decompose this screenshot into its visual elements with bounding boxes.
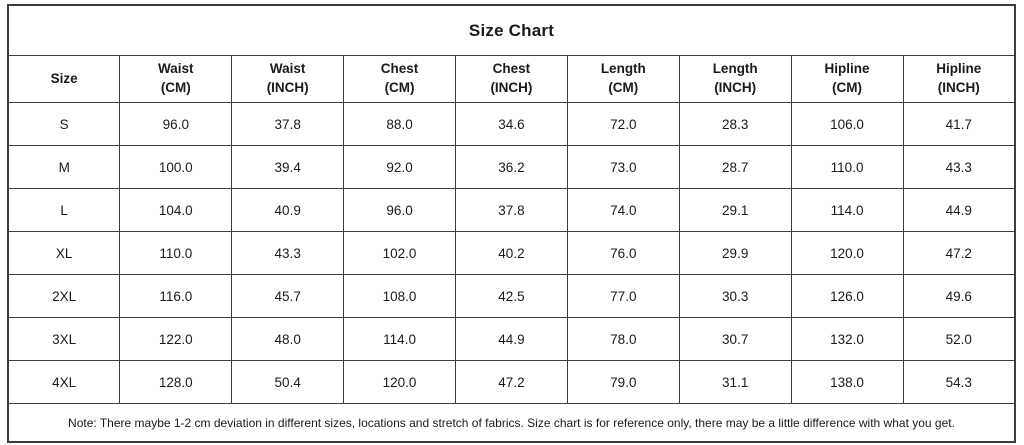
value-cell: 37.8 xyxy=(231,102,345,146)
note-row: Note: There maybe 1-2 cm deviation in di… xyxy=(7,403,1016,443)
value-cell: 50.4 xyxy=(231,360,345,404)
column-header-row: Size Waist (CM) Waist (INCH) Chest (CM) Ches… xyxy=(7,55,1016,103)
column-header: Size xyxy=(7,55,121,103)
value-cell: 132.0 xyxy=(790,317,904,361)
value-cell: 48.0 xyxy=(231,317,345,361)
size-chart-head: Size Chart Size Waist (CM) Waist (INCH) Che… xyxy=(7,4,1016,103)
value-cell: 114.0 xyxy=(343,317,456,361)
value-cell: 73.0 xyxy=(566,145,680,189)
value-cell: 79.0 xyxy=(566,360,680,404)
value-cell: 47.2 xyxy=(455,360,568,404)
value-cell: 44.9 xyxy=(455,317,568,361)
title-row: Size Chart xyxy=(7,4,1016,56)
table-row: L 104.0 40.9 96.0 37.8 74.0 29.1 114.0 44.9 xyxy=(7,188,1016,232)
value-cell: 45.7 xyxy=(231,274,345,318)
value-cell: 43.3 xyxy=(902,145,1016,189)
size-cell: 4XL xyxy=(7,360,121,404)
value-cell: 108.0 xyxy=(343,274,456,318)
size-cell: 3XL xyxy=(7,317,121,361)
table-row: 2XL 116.0 45.7 108.0 42.5 77.0 30.3 126.0 49.6 xyxy=(7,274,1016,318)
value-cell: 92.0 xyxy=(343,145,456,189)
column-header: Hipline (INCH) xyxy=(902,55,1016,103)
value-cell: 44.9 xyxy=(902,188,1016,232)
value-cell: 29.1 xyxy=(678,188,792,232)
value-cell: 42.5 xyxy=(455,274,568,318)
column-header: Length (CM) xyxy=(566,55,680,103)
value-cell: 54.3 xyxy=(902,360,1016,404)
value-cell: 100.0 xyxy=(119,145,233,189)
value-cell: 40.2 xyxy=(455,231,568,275)
value-cell: 34.6 xyxy=(455,102,568,146)
value-cell: 88.0 xyxy=(343,102,456,146)
value-cell: 116.0 xyxy=(119,274,233,318)
table-row: 4XL 128.0 50.4 120.0 47.2 79.0 31.1 138.0 54.3 xyxy=(7,360,1016,404)
value-cell: 37.8 xyxy=(455,188,568,232)
size-cell: M xyxy=(7,145,121,189)
size-chart-note: Note: There maybe 1-2 cm deviation in di… xyxy=(7,403,1016,443)
size-chart-table: Size Chart Size Waist (CM) Waist (INCH) Che… xyxy=(7,4,1016,443)
size-cell: S xyxy=(7,102,121,146)
table-row: S 96.0 37.8 88.0 34.6 72.0 28.3 106.0 41.7 xyxy=(7,102,1016,146)
value-cell: 114.0 xyxy=(790,188,904,232)
column-header: Length (INCH) xyxy=(678,55,792,103)
size-chart-body: S 96.0 37.8 88.0 34.6 72.0 28.3 106.0 41.7 M 100.0… xyxy=(7,102,1016,404)
value-cell: 122.0 xyxy=(119,317,233,361)
column-header: Hipline (CM) xyxy=(790,55,904,103)
size-cell: L xyxy=(7,188,121,232)
table-row: 3XL 122.0 48.0 114.0 44.9 78.0 30.7 132.0 52.0 xyxy=(7,317,1016,361)
value-cell: 28.3 xyxy=(678,102,792,146)
value-cell: 74.0 xyxy=(566,188,680,232)
value-cell: 29.9 xyxy=(678,231,792,275)
size-chart-title: Size Chart xyxy=(7,4,1016,56)
value-cell: 41.7 xyxy=(902,102,1016,146)
size-cell: XL xyxy=(7,231,121,275)
column-header: Chest (INCH) xyxy=(455,55,568,103)
value-cell: 30.7 xyxy=(678,317,792,361)
value-cell: 76.0 xyxy=(566,231,680,275)
value-cell: 120.0 xyxy=(790,231,904,275)
value-cell: 47.2 xyxy=(902,231,1016,275)
value-cell: 31.1 xyxy=(678,360,792,404)
value-cell: 110.0 xyxy=(119,231,233,275)
value-cell: 128.0 xyxy=(119,360,233,404)
size-cell: 2XL xyxy=(7,274,121,318)
column-header: Waist (INCH) xyxy=(231,55,345,103)
value-cell: 120.0 xyxy=(343,360,456,404)
value-cell: 40.9 xyxy=(231,188,345,232)
table-row: XL 110.0 43.3 102.0 40.2 76.0 29.9 120.0 47.2 xyxy=(7,231,1016,275)
value-cell: 106.0 xyxy=(790,102,904,146)
size-chart-container: Size Chart Size Waist (CM) Waist (INCH) Che… xyxy=(7,4,1016,443)
value-cell: 28.7 xyxy=(678,145,792,189)
table-row: M 100.0 39.4 92.0 36.2 73.0 28.7 110.0 43.3 xyxy=(7,145,1016,189)
value-cell: 138.0 xyxy=(790,360,904,404)
column-header: Waist (CM) xyxy=(119,55,233,103)
value-cell: 110.0 xyxy=(790,145,904,189)
value-cell: 39.4 xyxy=(231,145,345,189)
column-header: Chest (CM) xyxy=(343,55,456,103)
value-cell: 52.0 xyxy=(902,317,1016,361)
value-cell: 30.3 xyxy=(678,274,792,318)
value-cell: 49.6 xyxy=(902,274,1016,318)
value-cell: 102.0 xyxy=(343,231,456,275)
value-cell: 78.0 xyxy=(566,317,680,361)
value-cell: 77.0 xyxy=(566,274,680,318)
value-cell: 36.2 xyxy=(455,145,568,189)
size-chart-foot: Note: There maybe 1-2 cm deviation in di… xyxy=(7,403,1016,443)
value-cell: 72.0 xyxy=(566,102,680,146)
value-cell: 104.0 xyxy=(119,188,233,232)
value-cell: 43.3 xyxy=(231,231,345,275)
value-cell: 96.0 xyxy=(343,188,456,232)
value-cell: 96.0 xyxy=(119,102,233,146)
value-cell: 126.0 xyxy=(790,274,904,318)
